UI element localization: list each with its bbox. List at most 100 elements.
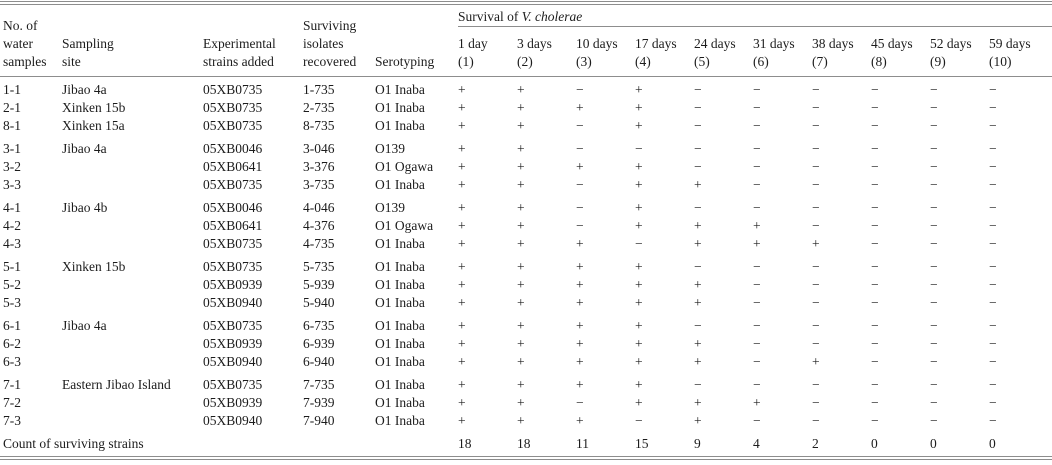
day-header-3: 10 days (3)	[576, 26, 635, 77]
cell-day-7: +	[812, 236, 820, 251]
cell-day-8: −	[871, 377, 879, 392]
cell-isolate: 5-940	[303, 295, 335, 310]
cell-day-7: −	[812, 295, 820, 310]
day-header-9: 52 days (9)	[930, 26, 989, 77]
cell-sample: 4-2	[3, 218, 21, 233]
col-header-line: site	[62, 54, 81, 69]
day-header-label: 17 days	[635, 36, 677, 51]
cell-day-7: −	[812, 159, 820, 174]
day-header-label: 59 days	[989, 36, 1031, 51]
cell-day-9: −	[930, 259, 938, 274]
cell-day-5: +	[694, 395, 702, 410]
col-header-line: Serotyping	[375, 54, 435, 69]
cell-day-5: +	[694, 218, 702, 233]
cell-day-5: −	[694, 141, 702, 156]
cell-day-10: −	[989, 177, 997, 192]
cell-day-3: +	[576, 336, 584, 351]
cell-isolate: 6-939	[303, 336, 335, 351]
cell-day-3: +	[576, 100, 584, 115]
cell-day-3: −	[576, 82, 584, 97]
cell-day-7: −	[812, 82, 820, 97]
cell-day-1: +	[458, 395, 466, 410]
row-4-3: 4-3 05XB0735 4-735 O1 Inaba + + + − + + + − − −	[0, 235, 1052, 253]
cell-day-9: −	[930, 141, 938, 156]
cell-day-9: −	[930, 277, 938, 292]
cell-day-4: +	[635, 218, 643, 233]
day-header-number: (9)	[930, 54, 946, 69]
cell-day-1: +	[458, 336, 466, 351]
count-day-9: 0	[930, 436, 937, 451]
cell-isolate: 8-735	[303, 118, 335, 133]
cell-day-10: −	[989, 259, 997, 274]
cell-day-2: +	[517, 118, 525, 133]
cell-site	[62, 217, 203, 235]
cell-day-8: −	[871, 336, 879, 351]
cell-day-3: −	[576, 218, 584, 233]
cell-strain: 05XB0939	[203, 395, 263, 410]
cell-serotype: O1 Inaba	[375, 82, 425, 97]
day-header-10: 59 days (10)	[989, 26, 1052, 77]
cell-day-3: +	[576, 159, 584, 174]
cell-day-7: −	[812, 200, 820, 215]
col-header-line: strains added	[203, 54, 274, 69]
cell-day-10: −	[989, 141, 997, 156]
count-day-7: 2	[812, 436, 819, 451]
cell-day-9: −	[930, 395, 938, 410]
survival-group-header: Survival of V. cholerae	[458, 4, 1052, 27]
cell-day-7: −	[812, 413, 820, 428]
cell-site: Xinken 15a	[62, 118, 125, 133]
cell-serotype: O139	[375, 200, 405, 215]
header-row-days: 1 day (1) 3 days (2) 10 days (3) 17 days (4) 24 …	[0, 26, 1052, 77]
cell-day-2: +	[517, 82, 525, 97]
cell-site: Jibao 4a	[62, 318, 107, 333]
cell-day-8: −	[871, 295, 879, 310]
header-row-top: No. of water samples Sampling site Experiment…	[0, 4, 1052, 77]
cell-day-2: +	[517, 200, 525, 215]
cell-day-9: −	[930, 413, 938, 428]
count-day-8: 0	[871, 436, 878, 451]
cell-sample: 7-3	[3, 413, 21, 428]
day-header-number: (6)	[753, 54, 769, 69]
cell-day-2: +	[517, 218, 525, 233]
day-header-label: 45 days	[871, 36, 913, 51]
cell-strain: 05XB0735	[203, 118, 263, 133]
cell-day-8: −	[871, 141, 879, 156]
cell-sample: 5-2	[3, 277, 21, 292]
day-header-7: 38 days (7)	[812, 26, 871, 77]
cell-strain: 05XB0735	[203, 177, 263, 192]
cell-day-6: −	[753, 259, 761, 274]
cell-day-2: +	[517, 377, 525, 392]
cell-site	[62, 276, 203, 294]
cell-day-6: −	[753, 336, 761, 351]
col-header-serotyping: Serotyping	[375, 4, 458, 77]
day-header-label: 38 days	[812, 36, 854, 51]
row-1-1: 1-1 Jibao 4a 05XB0735 1-735 O1 Inaba + + − + − − − −…	[0, 77, 1052, 100]
day-header-label: 31 days	[753, 36, 795, 51]
cell-site: Jibao 4b	[62, 200, 108, 215]
cell-day-9: −	[930, 218, 938, 233]
cell-strain: 05XB0735	[203, 318, 263, 333]
cell-day-5: +	[694, 336, 702, 351]
cell-day-10: −	[989, 277, 997, 292]
cell-day-8: −	[871, 318, 879, 333]
day-header-number: (10)	[989, 54, 1012, 69]
row-6-1: 6-1 Jibao 4a 05XB0735 6-735 O1 Inaba + + + + − − − −…	[0, 312, 1052, 335]
day-header-2: 3 days (2)	[517, 26, 576, 77]
cell-serotype: O1 Inaba	[375, 318, 425, 333]
cell-day-4: +	[635, 336, 643, 351]
cell-day-5: −	[694, 377, 702, 392]
cell-strain: 05XB0939	[203, 336, 263, 351]
row-7-3: 7-3 05XB0940 7-940 O1 Inaba + + + − + − − − − −	[0, 412, 1052, 430]
row-7-1: 7-1 Eastern Jibao Island 05XB0735 7-735 O1 I…	[0, 371, 1052, 394]
cell-site	[62, 412, 203, 430]
cell-day-9: −	[930, 159, 938, 174]
cell-strain: 05XB0939	[203, 277, 263, 292]
cell-site	[62, 353, 203, 371]
cell-serotype: O1 Ogawa	[375, 218, 434, 233]
cell-day-10: −	[989, 354, 997, 369]
cell-day-5: +	[694, 413, 702, 428]
col-header-line: samples	[3, 54, 47, 69]
cell-day-1: +	[458, 236, 466, 251]
cell-day-8: −	[871, 118, 879, 133]
table-header: No. of water samples Sampling site Experiment…	[0, 4, 1052, 77]
